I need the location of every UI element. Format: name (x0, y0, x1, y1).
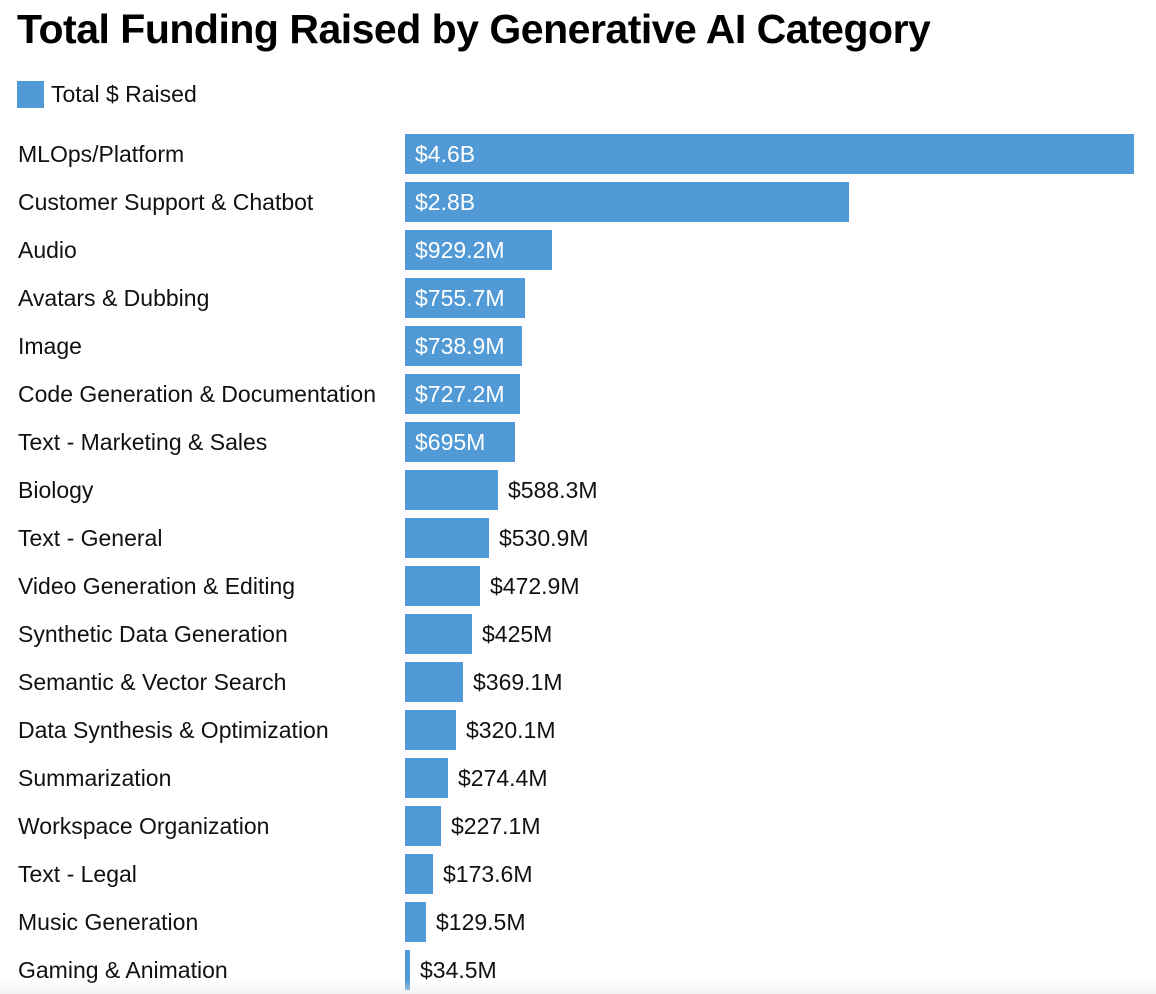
category-label: MLOps/Platform (18, 141, 185, 167)
bar-row: Image $738.9M (0, 322, 1156, 370)
bar (405, 758, 448, 798)
legend: Total $ Raised (17, 80, 197, 108)
category-label: Customer Support & Chatbot (18, 189, 314, 215)
bar-row: Semantic & Vector Search $369.1M (0, 658, 1156, 706)
bar-row: Video Generation & Editing $472.9M (0, 562, 1156, 610)
bar (405, 518, 489, 558)
bar-value-label: $425M (482, 621, 553, 647)
bar-value-label: $34.5M (420, 957, 497, 983)
bar-row: Code Generation & Documentation $727.2M (0, 370, 1156, 418)
bar (405, 902, 426, 942)
bar-row: Text - General $530.9M (0, 514, 1156, 562)
bar-value-label: $4.6B (415, 141, 476, 167)
bar-row: Music Generation $129.5M (0, 898, 1156, 946)
category-label: Image (18, 333, 82, 359)
category-label: Data Synthesis & Optimization (18, 717, 329, 743)
bar-value-label: $472.9M (490, 573, 580, 599)
bar-value-label: $2.8B (415, 189, 476, 215)
category-label: Video Generation & Editing (18, 573, 296, 599)
bar-chart-area: MLOps/Platform $4.6B Customer Support & Ch… (0, 130, 1156, 994)
category-label: Biology (18, 477, 94, 503)
bar (405, 566, 480, 606)
bar-value-label: $755.7M (415, 285, 505, 311)
category-label: Code Generation & Documentation (18, 381, 376, 407)
bar (405, 854, 433, 894)
bar-row: Audio $929.2M (0, 226, 1156, 274)
bar-row: Biology $588.3M (0, 466, 1156, 514)
bar-value-label: $227.1M (451, 813, 541, 839)
bar (405, 614, 472, 654)
category-label: Summarization (18, 765, 172, 791)
legend-swatch (17, 80, 44, 108)
bar-value-label: $695M (415, 429, 486, 455)
bar-value-label: $129.5M (436, 909, 526, 935)
bar-row: MLOps/Platform $4.6B (0, 130, 1156, 178)
bar (405, 422, 515, 462)
bar-value-label: $738.9M (415, 333, 505, 359)
category-label: Avatars & Dubbing (18, 285, 210, 311)
category-label: Music Generation (18, 909, 199, 935)
chart-title: Total Funding Raised by Generative AI Ca… (17, 6, 931, 52)
bar-value-label: $588.3M (508, 477, 598, 503)
bar (405, 182, 849, 222)
bar-row: Text - Marketing & Sales $695M (0, 418, 1156, 466)
category-label: Text - Legal (18, 861, 137, 887)
bar (405, 950, 410, 990)
bar-row: Customer Support & Chatbot $2.8B (0, 178, 1156, 226)
bar (405, 470, 498, 510)
bar (405, 662, 463, 702)
bar-row: Text - Legal $173.6M (0, 850, 1156, 898)
bar-row: Synthetic Data Generation $425M (0, 610, 1156, 658)
bar-row: Gaming & Animation $34.5M (0, 946, 1156, 994)
category-label: Semantic & Vector Search (18, 669, 287, 695)
bar (405, 134, 1134, 174)
bar-value-label: $530.9M (499, 525, 589, 551)
bar-row: Summarization $274.4M (0, 754, 1156, 802)
bar-value-label: $727.2M (415, 381, 505, 407)
bar-value-label: $173.6M (443, 861, 533, 887)
category-label: Synthetic Data Generation (18, 621, 288, 647)
bar (405, 326, 522, 366)
bar-value-label: $929.2M (415, 237, 505, 263)
category-label: Text - General (18, 525, 163, 551)
bar (405, 710, 456, 750)
legend-label: Total $ Raised (51, 80, 197, 107)
bar-value-label: $369.1M (473, 669, 563, 695)
category-label: Audio (18, 237, 77, 263)
category-label: Gaming & Animation (18, 957, 228, 983)
bar-value-label: $274.4M (458, 765, 548, 791)
category-label: Text - Marketing & Sales (18, 429, 268, 455)
category-label: Workspace Organization (18, 813, 270, 839)
bar (405, 230, 552, 270)
bar-value-label: $320.1M (466, 717, 556, 743)
bar (405, 278, 525, 318)
bar-row: Avatars & Dubbing $755.7M (0, 274, 1156, 322)
bar (405, 806, 441, 846)
bar-row: Workspace Organization $227.1M (0, 802, 1156, 850)
bar-row: Data Synthesis & Optimization $320.1M (0, 706, 1156, 754)
bar (405, 374, 520, 414)
